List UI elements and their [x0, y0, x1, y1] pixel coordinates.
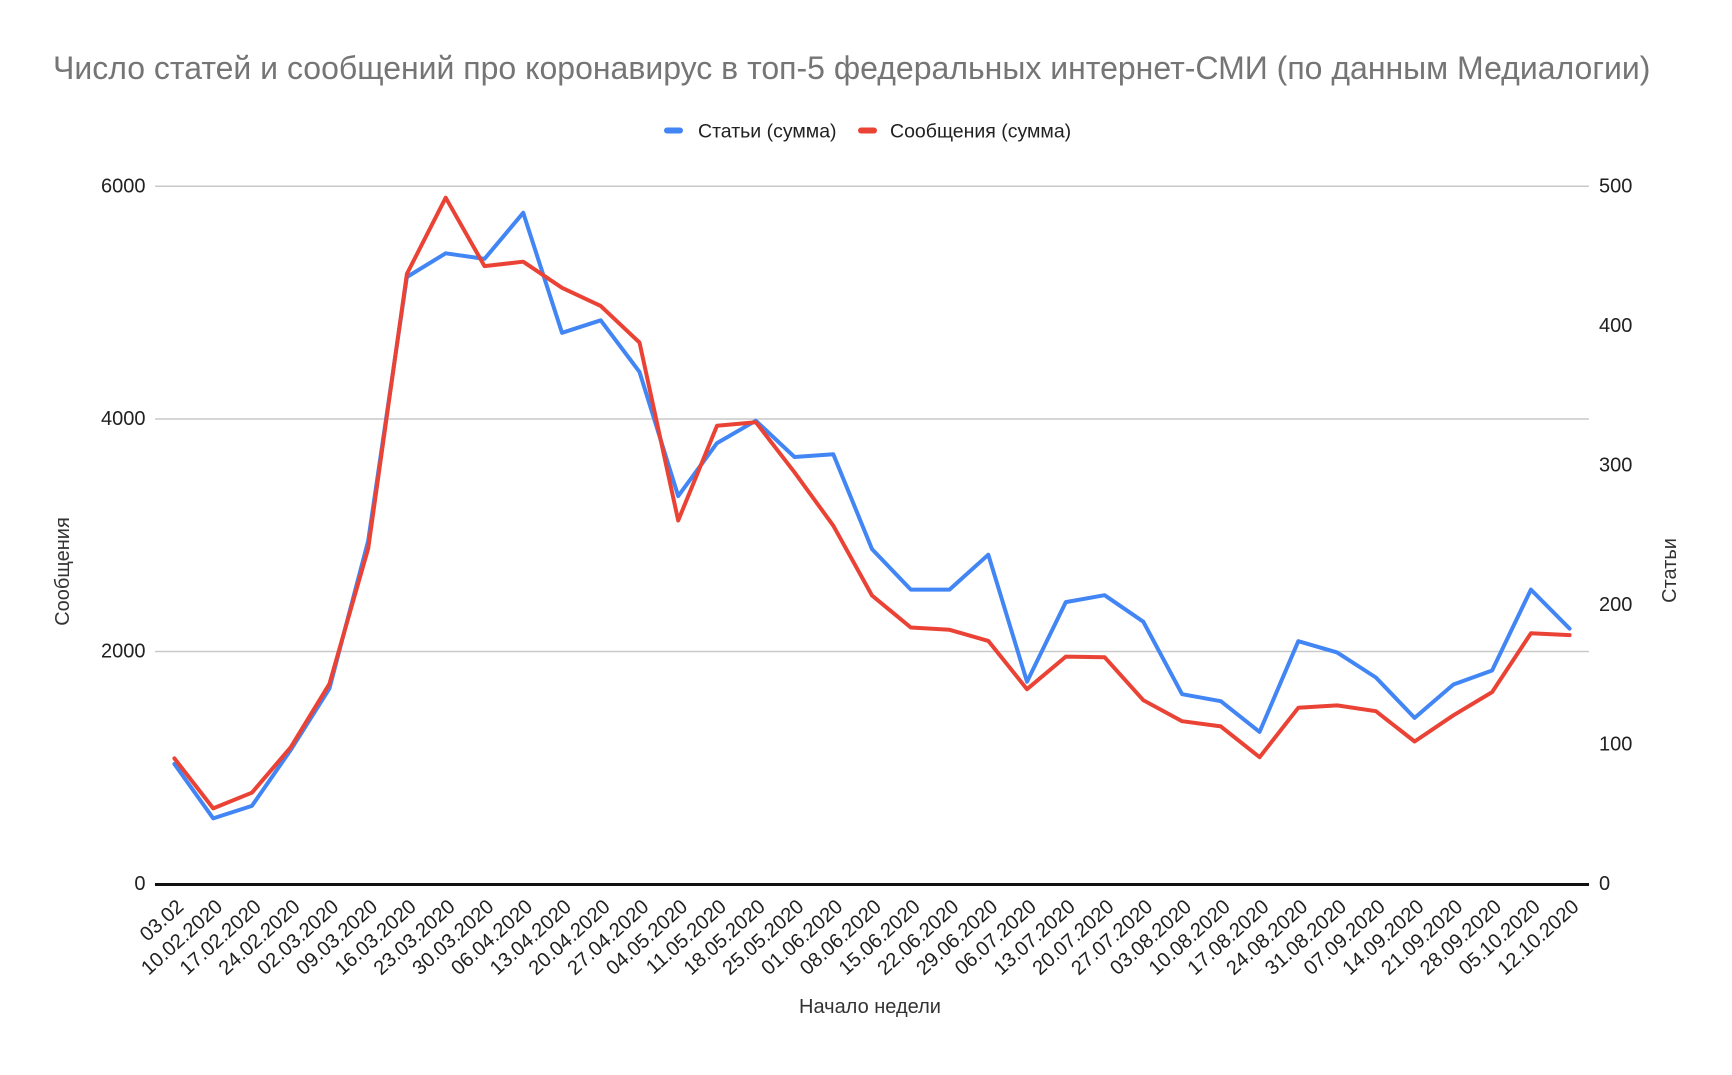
svg-text:Сообщения (сумма): Сообщения (сумма): [890, 121, 1071, 143]
svg-text:300: 300: [1599, 454, 1632, 476]
svg-text:100: 100: [1599, 734, 1632, 756]
svg-text:0: 0: [1599, 873, 1610, 895]
svg-text:400: 400: [1599, 315, 1632, 337]
svg-text:0: 0: [134, 873, 145, 895]
svg-text:200: 200: [1599, 594, 1632, 616]
svg-text:500: 500: [1599, 175, 1632, 197]
svg-text:2000: 2000: [101, 641, 146, 663]
svg-text:Статьи (сумма): Статьи (сумма): [698, 121, 837, 143]
svg-text:Статьи: Статьи: [1659, 538, 1681, 603]
svg-text:6000: 6000: [101, 175, 146, 197]
svg-text:4000: 4000: [101, 408, 146, 430]
svg-text:Сообщения: Сообщения: [52, 517, 74, 626]
svg-text:Число статей и сообщений про к: Число статей и сообщений про коронавирус…: [53, 50, 1650, 86]
svg-text:Начало недели: Начало недели: [799, 996, 941, 1018]
